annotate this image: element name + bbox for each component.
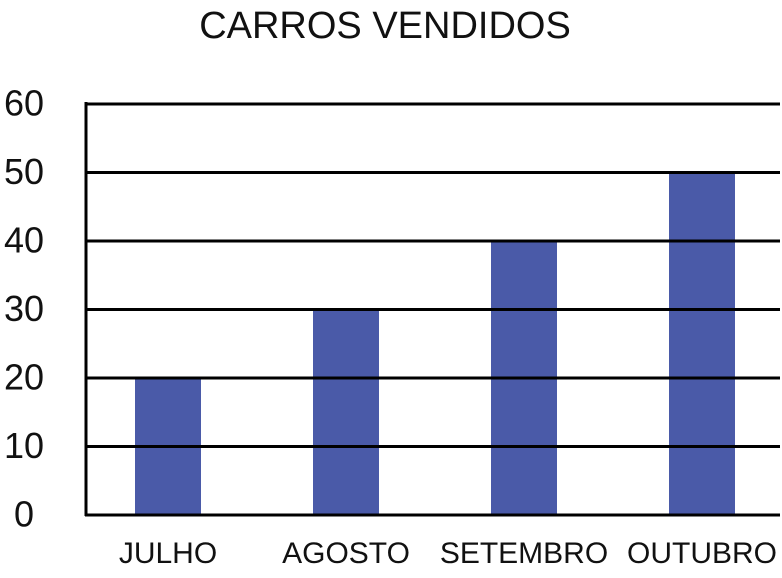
x-tick-label: SETEMBRO (440, 537, 608, 570)
y-tick-label: 20 (4, 357, 44, 398)
bar (669, 172, 735, 515)
y-tick-label: 40 (4, 220, 44, 261)
y-tick-label: 0 (14, 494, 34, 535)
y-tick-label: 60 (4, 83, 44, 124)
bar (313, 309, 379, 515)
x-tick-label: JULHO (119, 537, 217, 570)
x-tick-label: AGOSTO (282, 537, 410, 570)
y-tick-label: 30 (4, 288, 44, 329)
x-tick-label: OUTUBRO (627, 537, 777, 570)
y-tick-label: 50 (4, 151, 44, 192)
y-tick-label: 10 (4, 425, 44, 466)
chart-title: CARROS VENDIDOS (199, 5, 571, 47)
